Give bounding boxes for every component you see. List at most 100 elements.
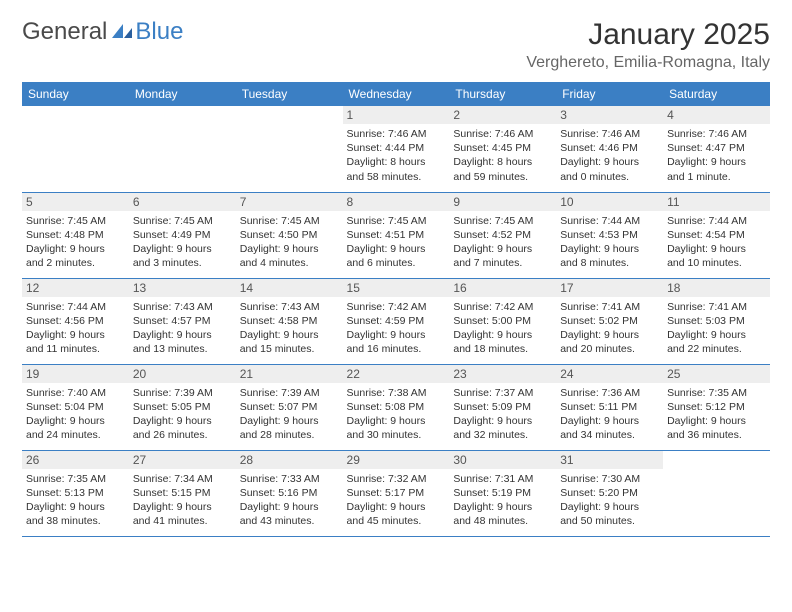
day-details: Sunrise: 7:34 AMSunset: 5:15 PMDaylight:… [133, 472, 232, 529]
calendar-day-cell: 30Sunrise: 7:31 AMSunset: 5:19 PMDayligh… [449, 450, 556, 536]
logo: General Blue [22, 18, 183, 46]
day-details: Sunrise: 7:46 AMSunset: 4:45 PMDaylight:… [453, 127, 552, 184]
daylight-text: Daylight: 9 hours and 41 minutes. [133, 500, 232, 528]
sunrise-text: Sunrise: 7:38 AM [347, 386, 446, 400]
daylight-text: Daylight: 9 hours and 45 minutes. [347, 500, 446, 528]
day-number: 3 [556, 106, 663, 124]
sunset-text: Sunset: 5:17 PM [347, 486, 446, 500]
day-header: Saturday [663, 82, 770, 106]
day-details: Sunrise: 7:45 AMSunset: 4:49 PMDaylight:… [133, 214, 232, 271]
day-number: 27 [129, 451, 236, 469]
sunrise-text: Sunrise: 7:34 AM [133, 472, 232, 486]
calendar-day-cell: 26Sunrise: 7:35 AMSunset: 5:13 PMDayligh… [22, 450, 129, 536]
calendar-week-row: 5Sunrise: 7:45 AMSunset: 4:48 PMDaylight… [22, 192, 770, 278]
day-details: Sunrise: 7:44 AMSunset: 4:54 PMDaylight:… [667, 214, 766, 271]
daylight-text: Daylight: 9 hours and 1 minute. [667, 155, 766, 183]
daylight-text: Daylight: 9 hours and 13 minutes. [133, 328, 232, 356]
sunrise-text: Sunrise: 7:45 AM [453, 214, 552, 228]
day-header: Sunday [22, 82, 129, 106]
daylight-text: Daylight: 9 hours and 32 minutes. [453, 414, 552, 442]
logo-sail-icon [111, 23, 133, 41]
day-details: Sunrise: 7:46 AMSunset: 4:47 PMDaylight:… [667, 127, 766, 184]
sunset-text: Sunset: 4:57 PM [133, 314, 232, 328]
day-number: 1 [343, 106, 450, 124]
sunrise-text: Sunrise: 7:46 AM [453, 127, 552, 141]
day-header: Monday [129, 82, 236, 106]
calendar-table: SundayMondayTuesdayWednesdayThursdayFrid… [22, 82, 770, 537]
sunrise-text: Sunrise: 7:41 AM [667, 300, 766, 314]
sunrise-text: Sunrise: 7:37 AM [453, 386, 552, 400]
calendar-day-cell: 4Sunrise: 7:46 AMSunset: 4:47 PMDaylight… [663, 106, 770, 192]
daylight-text: Daylight: 8 hours and 59 minutes. [453, 155, 552, 183]
location-subtitle: Verghereto, Emilia-Romagna, Italy [526, 54, 770, 72]
day-header: Wednesday [343, 82, 450, 106]
sunset-text: Sunset: 5:07 PM [240, 400, 339, 414]
sunrise-text: Sunrise: 7:31 AM [453, 472, 552, 486]
day-details: Sunrise: 7:42 AMSunset: 4:59 PMDaylight:… [347, 300, 446, 357]
sunrise-text: Sunrise: 7:44 AM [26, 300, 125, 314]
day-number: 11 [663, 193, 770, 211]
day-number: 13 [129, 279, 236, 297]
day-details: Sunrise: 7:39 AMSunset: 5:05 PMDaylight:… [133, 386, 232, 443]
day-number: 25 [663, 365, 770, 383]
day-number: 7 [236, 193, 343, 211]
calendar-day-cell: 6Sunrise: 7:45 AMSunset: 4:49 PMDaylight… [129, 192, 236, 278]
sunrise-text: Sunrise: 7:45 AM [26, 214, 125, 228]
calendar-day-cell: 5Sunrise: 7:45 AMSunset: 4:48 PMDaylight… [22, 192, 129, 278]
day-number: 24 [556, 365, 663, 383]
calendar-day-cell: 15Sunrise: 7:42 AMSunset: 4:59 PMDayligh… [343, 278, 450, 364]
day-details: Sunrise: 7:36 AMSunset: 5:11 PMDaylight:… [560, 386, 659, 443]
day-details: Sunrise: 7:41 AMSunset: 5:02 PMDaylight:… [560, 300, 659, 357]
day-number: 5 [22, 193, 129, 211]
daylight-text: Daylight: 9 hours and 20 minutes. [560, 328, 659, 356]
calendar-day-cell: 16Sunrise: 7:42 AMSunset: 5:00 PMDayligh… [449, 278, 556, 364]
sunset-text: Sunset: 5:03 PM [667, 314, 766, 328]
sunset-text: Sunset: 4:46 PM [560, 141, 659, 155]
day-number: 21 [236, 365, 343, 383]
sunset-text: Sunset: 4:44 PM [347, 141, 446, 155]
day-details: Sunrise: 7:46 AMSunset: 4:46 PMDaylight:… [560, 127, 659, 184]
logo-text-blue: Blue [135, 18, 183, 46]
daylight-text: Daylight: 9 hours and 26 minutes. [133, 414, 232, 442]
sunset-text: Sunset: 4:52 PM [453, 228, 552, 242]
sunrise-text: Sunrise: 7:41 AM [560, 300, 659, 314]
daylight-text: Daylight: 9 hours and 10 minutes. [667, 242, 766, 270]
calendar-day-cell: 12Sunrise: 7:44 AMSunset: 4:56 PMDayligh… [22, 278, 129, 364]
sunrise-text: Sunrise: 7:44 AM [560, 214, 659, 228]
day-number: 31 [556, 451, 663, 469]
calendar-day-cell: 25 Sunrise: 7:35 AMSunset: 5:12 PMDayligh… [663, 364, 770, 450]
calendar-day-cell: 29Sunrise: 7:32 AMSunset: 5:17 PMDayligh… [343, 450, 450, 536]
daylight-text: Daylight: 9 hours and 2 minutes. [26, 242, 125, 270]
sunrise-text: Sunrise: 7:45 AM [347, 214, 446, 228]
sunset-text: Sunset: 4:50 PM [240, 228, 339, 242]
day-details: Sunrise: 7:31 AMSunset: 5:19 PMDaylight:… [453, 472, 552, 529]
daylight-text: Daylight: 9 hours and 11 minutes. [26, 328, 125, 356]
sunset-text: Sunset: 4:59 PM [347, 314, 446, 328]
sunset-text: Sunset: 5:20 PM [560, 486, 659, 500]
logo-text-general: General [22, 18, 107, 46]
day-details: Sunrise: 7:35 AMSunset: 5:13 PMDaylight:… [26, 472, 125, 529]
calendar-day-cell: 3 Sunrise: 7:46 AMSunset: 4:46 PMDaylight… [556, 106, 663, 192]
day-number: 17 [556, 279, 663, 297]
calendar-day-cell: 2Sunrise: 7:46 AMSunset: 4:45 PMDaylight… [449, 106, 556, 192]
calendar-day-cell: 8Sunrise: 7:45 AMSunset: 4:51 PMDaylight… [343, 192, 450, 278]
sunrise-text: Sunrise: 7:46 AM [560, 127, 659, 141]
daylight-text: Daylight: 9 hours and 18 minutes. [453, 328, 552, 356]
calendar-day-cell: 31Sunrise: 7:30 AMSunset: 5:20 PMDayligh… [556, 450, 663, 536]
daylight-text: Daylight: 9 hours and 28 minutes. [240, 414, 339, 442]
sunset-text: Sunset: 5:08 PM [347, 400, 446, 414]
calendar-day-cell [129, 106, 236, 192]
sunrise-text: Sunrise: 7:30 AM [560, 472, 659, 486]
day-details: Sunrise: 7:35 AMSunset: 5:12 PMDaylight:… [667, 386, 766, 443]
calendar-day-cell: 20Sunrise: 7:39 AMSunset: 5:05 PMDayligh… [129, 364, 236, 450]
daylight-text: Daylight: 9 hours and 15 minutes. [240, 328, 339, 356]
daylight-text: Daylight: 9 hours and 24 minutes. [26, 414, 125, 442]
day-details: Sunrise: 7:43 AMSunset: 4:58 PMDaylight:… [240, 300, 339, 357]
sunrise-text: Sunrise: 7:45 AM [240, 214, 339, 228]
calendar-day-cell: 13Sunrise: 7:43 AMSunset: 4:57 PMDayligh… [129, 278, 236, 364]
daylight-text: Daylight: 9 hours and 0 minutes. [560, 155, 659, 183]
sunrise-text: Sunrise: 7:40 AM [26, 386, 125, 400]
day-details: Sunrise: 7:45 AMSunset: 4:50 PMDaylight:… [240, 214, 339, 271]
daylight-text: Daylight: 8 hours and 58 minutes. [347, 155, 446, 183]
sunset-text: Sunset: 5:04 PM [26, 400, 125, 414]
